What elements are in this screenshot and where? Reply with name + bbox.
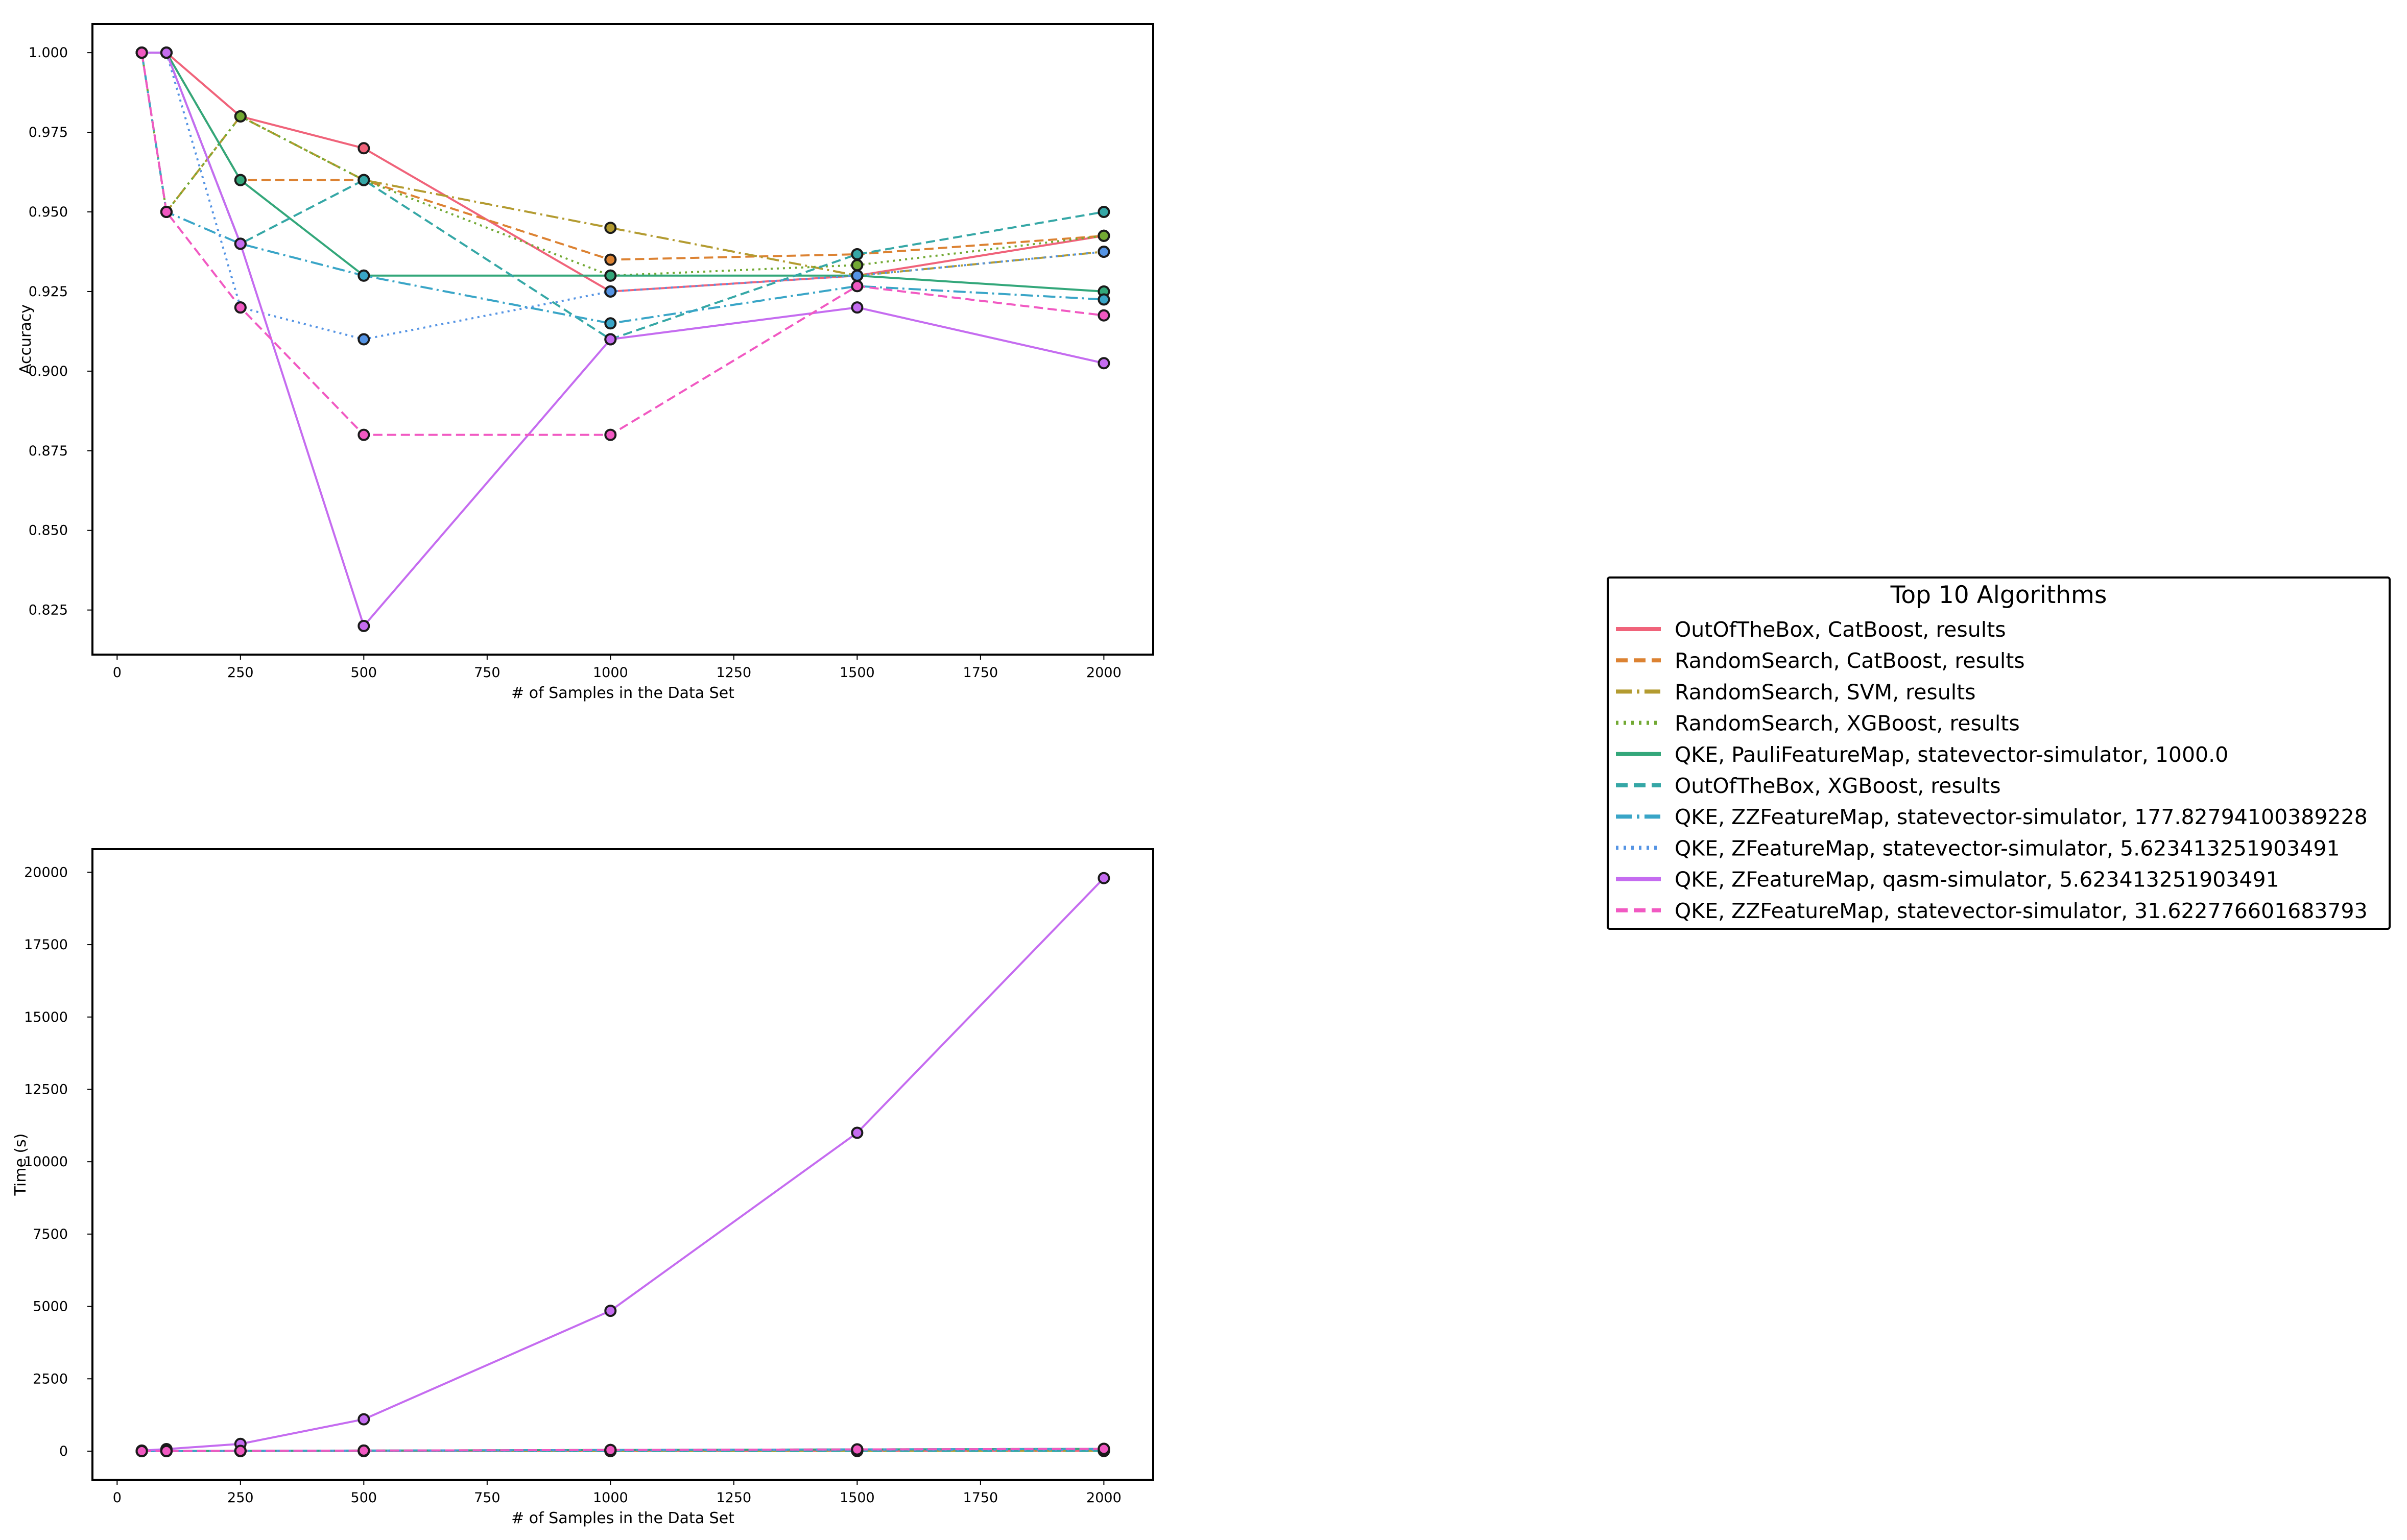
accuracy-y-axis-label: Accuracy (17, 304, 35, 374)
accuracy-data-point (1098, 246, 1110, 258)
accuracy-data-point (851, 259, 864, 272)
accuracy-data-point (358, 619, 370, 632)
accuracy-y-tick-label: 0.925 (29, 284, 68, 300)
accuracy-data-point (234, 301, 247, 314)
legend-title: Top 10 Algorithms (1890, 581, 2107, 609)
accuracy-data-point (604, 222, 617, 234)
accuracy-y-tick-label: 0.975 (29, 125, 68, 140)
time-x-tick-label: 1750 (963, 1490, 998, 1506)
time-x-tick-label: 500 (351, 1490, 377, 1506)
time-x-tick-label: 250 (227, 1490, 254, 1506)
accuracy-chart: 0 250 500 750 1000 1250 1500 1750 2000 0.825 0.850… (17, 23, 1154, 702)
accuracy-x-tick-label: 1250 (717, 665, 752, 681)
time-x-tick-label: 750 (474, 1490, 501, 1506)
accuracy-x-tick-label: 500 (351, 665, 377, 681)
legend-entry-label: QKE, ZFeatureMap, qasm-simulator, 5.6234… (1675, 868, 2279, 892)
accuracy-data-point (358, 333, 370, 346)
time-data-point (851, 1126, 864, 1139)
legend-entry-label: QKE, ZZFeatureMap, statevector-simulator… (1675, 899, 2368, 923)
time-data-point (604, 1305, 617, 1317)
time-data-point (604, 1443, 617, 1456)
time-y-axis-label: Time (s) (12, 1134, 30, 1196)
time-data-point (358, 1444, 370, 1457)
accuracy-y-tick-label: 1.000 (29, 45, 68, 61)
accuracy-data-point (234, 110, 247, 123)
time-chart: 0 250 500 750 1000 1250 1500 1750 20000250050007… (12, 848, 1154, 1527)
accuracy-data-point (1098, 357, 1110, 370)
time-y-tick-label: 17500 (24, 937, 68, 953)
accuracy-data-point (1098, 293, 1110, 306)
accuracy-y-tick-label: 0.825 (29, 603, 68, 618)
legend-frame (1607, 576, 2391, 930)
time-y-tick-label: 5000 (33, 1299, 68, 1315)
legend-entry-label: RandomSearch, XGBoost, results (1675, 711, 2020, 736)
accuracy-data-point (358, 428, 370, 441)
accuracy-data-point (358, 269, 370, 282)
accuracy-data-point (234, 174, 247, 186)
accuracy-x-tick-label: 1750 (963, 665, 998, 681)
accuracy-data-point (851, 269, 864, 282)
time-data-point (160, 1445, 173, 1457)
time-x-tick-label: 2000 (1086, 1490, 1122, 1506)
time-data-point (1098, 872, 1110, 884)
accuracy-data-point (1098, 206, 1110, 218)
accuracy-x-tick-label: 2000 (1086, 665, 1122, 681)
accuracy-x-axis-label: # of Samples in the Data Set (511, 684, 734, 702)
accuracy-data-point (1098, 309, 1110, 322)
time-data-point (135, 1445, 148, 1457)
accuracy-y-tick-label: 0.900 (29, 364, 68, 379)
time-data-point (851, 1443, 864, 1456)
accuracy-data-point (160, 206, 173, 218)
accuracy-y-tick-label: 0.950 (29, 204, 68, 220)
accuracy-y-tick-label: 0.850 (29, 523, 68, 539)
legend-entry-label: OutOfTheBox, XGBoost, results (1675, 774, 2001, 798)
legend-entry-label: OutOfTheBox, CatBoost, results (1675, 617, 2006, 642)
accuracy-y-tick-label: 0.875 (29, 443, 68, 459)
time-data-point (358, 1413, 370, 1426)
accuracy-data-point (358, 142, 370, 155)
accuracy-x-tick-label: 250 (227, 665, 254, 681)
legend-entry-label: RandomSearch, CatBoost, results (1675, 648, 2025, 673)
accuracy-data-point (358, 174, 370, 186)
legend: Top 10 Algorithms OutOfTheBox, CatBoost, … (1607, 576, 2391, 930)
time-x-tick-label: 0 (113, 1490, 122, 1506)
accuracy-data-point (851, 248, 864, 260)
accuracy-x-tick-label: 1500 (840, 665, 875, 681)
accuracy-data-point (160, 46, 173, 59)
legend-entry-label: QKE, ZFeatureMap, statevector-simulator,… (1675, 836, 2340, 860)
time-y-tick-label: 20000 (24, 864, 68, 880)
time-y-tick-label: 10000 (24, 1154, 68, 1170)
accuracy-data-point (135, 46, 148, 59)
accuracy-x-tick-label: 0 (113, 665, 122, 681)
time-data-point (1098, 1442, 1110, 1455)
time-axes-frame (91, 848, 1154, 1481)
accuracy-data-point (851, 280, 864, 293)
time-y-tick-label: 12500 (24, 1081, 68, 1097)
accuracy-data-point (604, 269, 617, 282)
time-y-tick-label: 2500 (33, 1371, 68, 1387)
time-y-tick-label: 7500 (33, 1226, 68, 1242)
legend-entry-label: RandomSearch, SVM, results (1675, 680, 1976, 704)
time-y-tick-label: 15000 (24, 1009, 68, 1025)
time-x-axis-label: # of Samples in the Data Set (511, 1509, 734, 1527)
accuracy-x-tick-label: 750 (474, 665, 501, 681)
accuracy-data-point (604, 253, 617, 266)
time-x-tick-label: 1250 (717, 1490, 752, 1506)
time-x-tick-label: 1500 (840, 1490, 875, 1506)
accuracy-data-point (604, 285, 617, 298)
accuracy-data-point (604, 333, 617, 346)
legend-entry-label: QKE, PauliFeatureMap, statevector-simula… (1675, 742, 2228, 767)
accuracy-data-point (234, 237, 247, 250)
legend-entry-label: QKE, ZZFeatureMap, statevector-simulator… (1675, 805, 2368, 829)
time-x-tick-label: 1000 (593, 1490, 628, 1506)
time-data-point (234, 1445, 247, 1457)
accuracy-axes-frame (91, 23, 1154, 656)
accuracy-data-point (604, 428, 617, 441)
time-y-tick-label: 0 (59, 1443, 68, 1459)
accuracy-x-tick-label: 1000 (593, 665, 628, 681)
accuracy-data-point (1098, 229, 1110, 242)
accuracy-data-point (604, 317, 617, 330)
accuracy-data-point (851, 301, 864, 314)
